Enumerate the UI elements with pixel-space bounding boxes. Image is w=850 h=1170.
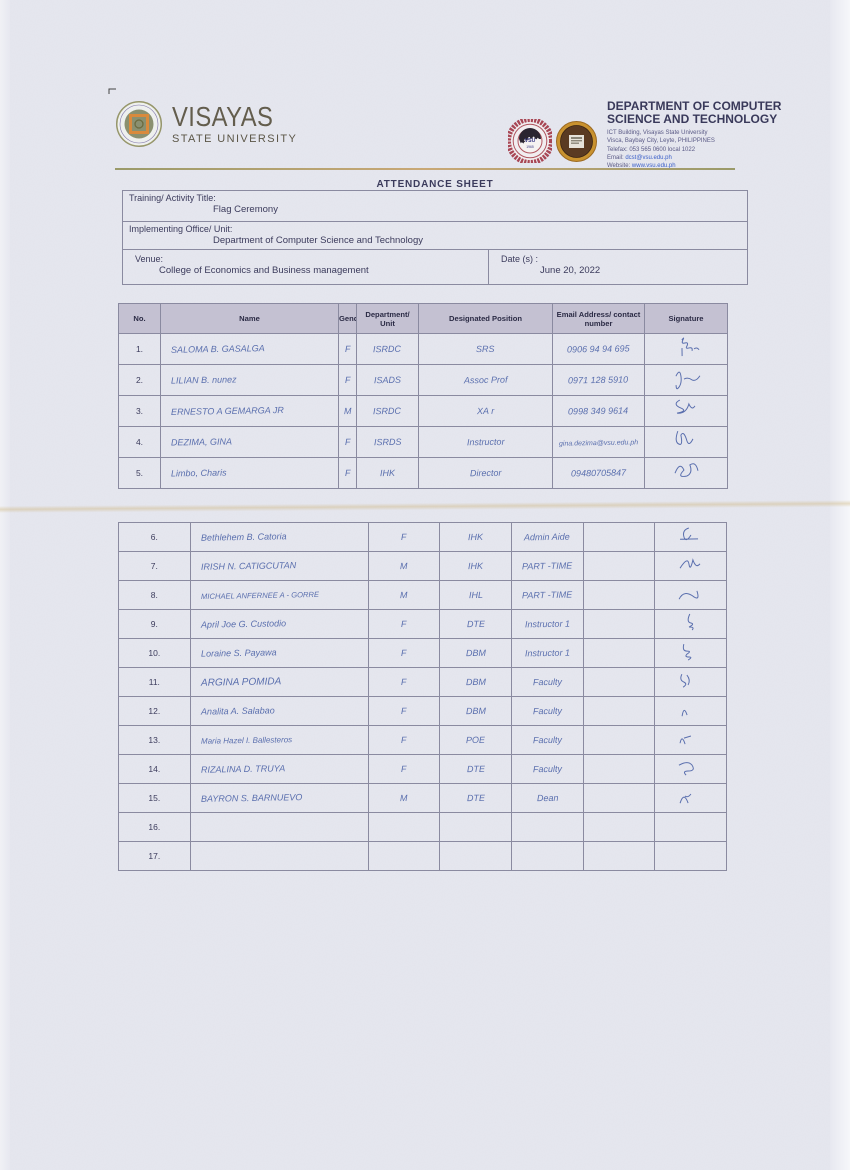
svg-text:VSU: VSU (525, 138, 536, 144)
svg-text:1965: 1965 (526, 145, 534, 149)
